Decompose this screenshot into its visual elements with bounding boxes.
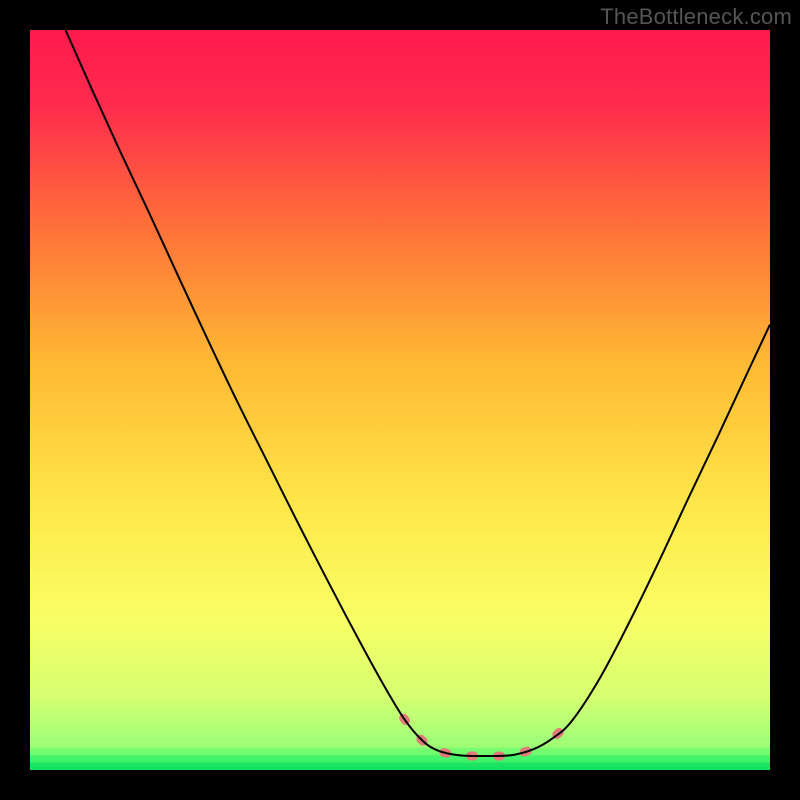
heatmap-band xyxy=(30,748,770,755)
heatmap-gradient xyxy=(30,30,770,770)
heatmap-curve-chart xyxy=(0,0,800,800)
heatmap-bottom-bands xyxy=(30,740,770,770)
heatmap-band xyxy=(30,763,770,770)
chart-container: TheBottleneck.com xyxy=(0,0,800,800)
plot-area xyxy=(30,30,770,770)
heatmap-band xyxy=(30,740,770,747)
heatmap-band xyxy=(30,755,770,762)
watermark-text: TheBottleneck.com xyxy=(600,4,792,30)
